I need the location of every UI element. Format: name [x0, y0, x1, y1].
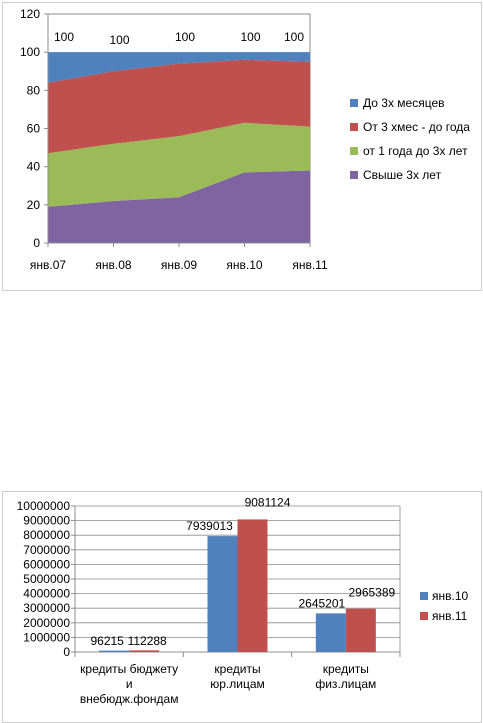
- legend-swatch: [420, 592, 428, 600]
- y-tick-label: 3000000: [23, 601, 70, 615]
- area-series-3: [48, 52, 310, 83]
- bar: [345, 608, 376, 652]
- legend-swatch: [350, 171, 358, 179]
- y-tick-label: 10000000: [17, 499, 71, 513]
- y-tick-label: 4000000: [23, 587, 70, 601]
- y-tick-label: 9000000: [23, 514, 70, 528]
- x-tick-label: янв.08: [95, 258, 132, 272]
- bar-data-label: 9081124: [245, 495, 291, 509]
- area-series-0: [48, 170, 310, 243]
- x-category-label: физ.лицам: [315, 677, 376, 691]
- bar-data-label: 2645201: [298, 596, 345, 610]
- total-data-label: 100: [54, 30, 74, 44]
- y-tick-label: 60: [27, 122, 41, 136]
- x-tick-label: янв.11: [292, 258, 328, 272]
- bar-data-label: 7939013: [186, 519, 233, 533]
- x-category-label: кредиты бюджету: [80, 662, 178, 676]
- x-category-label: и: [126, 677, 133, 691]
- y-tick-label: 0: [33, 236, 40, 250]
- bar-data-label: 96215: [90, 634, 124, 648]
- y-tick-label: 1000000: [23, 630, 70, 644]
- total-data-label: 100: [109, 33, 129, 47]
- x-category-label: кредиты: [214, 662, 260, 676]
- x-tick-label: янв.10: [226, 258, 263, 272]
- y-tick-label: 6000000: [23, 557, 70, 571]
- y-tick-label: 120: [20, 7, 40, 21]
- legend-swatch: [420, 612, 428, 620]
- y-tick-label: 0: [63, 645, 70, 659]
- area-series-2: [48, 59, 310, 154]
- bar: [99, 650, 130, 652]
- bar: [237, 519, 268, 652]
- legend-label: До 3х месяцев: [363, 96, 445, 110]
- y-tick-label: 2000000: [23, 616, 70, 630]
- bar-data-label: 112288: [128, 634, 167, 648]
- legend-label: Свыше 3х лет: [363, 168, 442, 182]
- x-category-label: внебюдж.фондам: [80, 692, 179, 706]
- total-data-label: 100: [284, 30, 304, 44]
- legend-label: От 3 хмес - до года: [363, 120, 470, 134]
- y-tick-label: 40: [27, 160, 41, 174]
- bar: [129, 650, 160, 652]
- y-tick-label: 100: [20, 45, 40, 59]
- legend-label: от 1 года до 3х лет: [363, 144, 468, 158]
- x-category-label: юр.лицам: [210, 677, 265, 691]
- stacked-area-chart: 0 20 40 60 80 100 120 янв.07 янв.08 янв.09 янв.10 я…: [20, 7, 470, 272]
- legend-label: янв.11: [432, 609, 468, 623]
- total-data-label: 100: [240, 30, 260, 44]
- legend-swatch: [350, 147, 358, 155]
- y-tick-label: 20: [27, 198, 41, 212]
- legend-swatch: [350, 99, 358, 107]
- x-tick-label: янв.07: [30, 258, 67, 272]
- x-category-label: кредиты: [323, 662, 369, 676]
- y-tick-label: 5000000: [23, 572, 70, 586]
- legend-label: янв.10: [432, 589, 469, 603]
- y-tick-label: 8000000: [23, 528, 70, 542]
- x-tick-label: янв.09: [161, 258, 198, 272]
- bar: [207, 536, 238, 652]
- bar: [315, 613, 346, 652]
- y-tick-label: 7000000: [23, 543, 70, 557]
- bar-data-label: 2965389: [348, 586, 395, 600]
- total-data-label: 100: [175, 30, 195, 44]
- y-tick-label: 80: [27, 83, 41, 97]
- legend-swatch: [350, 123, 358, 131]
